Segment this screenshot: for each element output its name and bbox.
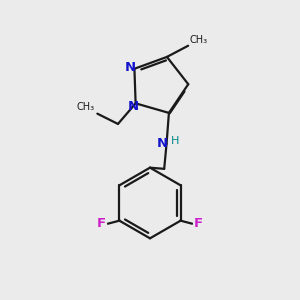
Text: N: N [125,61,136,74]
Text: F: F [97,217,106,230]
Text: N: N [157,137,168,150]
Text: N: N [128,100,139,113]
Text: CH₃: CH₃ [190,34,208,45]
Text: F: F [194,217,203,230]
Text: CH₃: CH₃ [77,103,95,112]
Text: H: H [171,136,179,146]
